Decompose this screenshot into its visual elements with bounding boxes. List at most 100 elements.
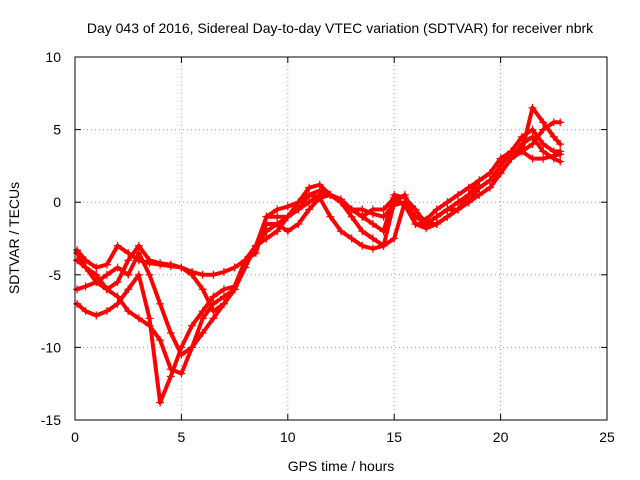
y-tick-label: -5 (49, 267, 62, 283)
x-axis-label: GPS time / hours (288, 458, 395, 474)
data-point (443, 212, 452, 221)
data-point (464, 198, 473, 207)
data-point (294, 198, 303, 207)
data-point (539, 147, 548, 156)
data-point (230, 285, 239, 294)
data-point (368, 244, 377, 253)
chart-title: Day 043 of 2016, Sidereal Day-to-day VTE… (87, 20, 594, 36)
data-point (507, 154, 516, 163)
data-point (454, 190, 463, 199)
data-point (432, 219, 441, 228)
data-point (102, 270, 111, 279)
data-point (454, 205, 463, 214)
data-point (464, 183, 473, 192)
data-point (496, 169, 505, 178)
data-point (368, 234, 377, 243)
data-point (528, 140, 537, 149)
data-point (528, 132, 537, 141)
y-tick-label: 0 (53, 194, 61, 210)
data-point (539, 140, 548, 149)
data-point (549, 132, 558, 141)
data-point (81, 263, 90, 272)
series-day-5 (73, 147, 565, 279)
data-point (273, 205, 282, 214)
data-point (379, 205, 388, 214)
data-point (507, 147, 516, 156)
data-point (198, 270, 207, 279)
data-point (432, 212, 441, 221)
series-day-4 (73, 103, 565, 316)
data-point (443, 205, 452, 214)
data-point (475, 176, 484, 185)
data-point (241, 263, 250, 272)
y-tick-label: -15 (41, 412, 61, 428)
data-point (411, 219, 420, 228)
data-point (113, 263, 122, 272)
data-point (411, 212, 420, 221)
x-tick-label: 5 (178, 429, 186, 445)
x-tick-label: 25 (599, 429, 615, 445)
data-point (347, 205, 356, 214)
data-point (73, 256, 82, 265)
data-point (124, 307, 133, 316)
data-point (81, 282, 90, 291)
data-point (92, 263, 101, 272)
data-point (145, 270, 154, 279)
data-point (475, 183, 484, 192)
data-point (166, 372, 175, 381)
data-point (496, 154, 505, 163)
data-point (124, 249, 133, 258)
data-point (390, 201, 399, 210)
data-point (528, 103, 537, 112)
data-point (230, 263, 239, 272)
data-point (73, 299, 82, 308)
data-point (219, 292, 228, 301)
data-point (347, 212, 356, 221)
data-point (454, 198, 463, 207)
data-point (273, 219, 282, 228)
data-point (305, 190, 314, 199)
data-point (177, 263, 186, 272)
data-point (134, 241, 143, 250)
data-point (73, 285, 82, 294)
data-point (262, 227, 271, 236)
data-point (368, 209, 377, 218)
data-point (485, 176, 494, 185)
data-point (549, 151, 558, 160)
data-point (134, 249, 143, 258)
y-tick-label: 10 (45, 49, 61, 65)
data-point (209, 314, 218, 323)
data-point (166, 262, 175, 271)
data-point (315, 190, 324, 199)
data-point (528, 154, 537, 163)
data-point (305, 198, 314, 207)
data-point (283, 212, 292, 221)
data-point (358, 205, 367, 214)
data-point (113, 299, 122, 308)
data-point (422, 215, 431, 224)
data-point (73, 246, 82, 255)
data-point (273, 212, 282, 221)
data-point (145, 259, 154, 268)
data-point (432, 205, 441, 214)
data-point (188, 321, 197, 330)
data-point (156, 260, 165, 269)
data-point (166, 328, 175, 337)
series-layer (73, 103, 565, 407)
x-tick-label: 10 (280, 429, 296, 445)
data-point (390, 234, 399, 243)
data-point (539, 154, 548, 163)
data-point (464, 190, 473, 199)
data-point (177, 343, 186, 352)
plot-frame (74, 56, 608, 421)
data-point (198, 314, 207, 323)
data-point (209, 292, 218, 301)
data-point (485, 183, 494, 192)
data-point (124, 256, 133, 265)
data-point (262, 234, 271, 243)
data-point (188, 267, 197, 276)
data-point (517, 147, 526, 156)
y-tick-label: 5 (53, 122, 61, 138)
data-point (113, 241, 122, 250)
